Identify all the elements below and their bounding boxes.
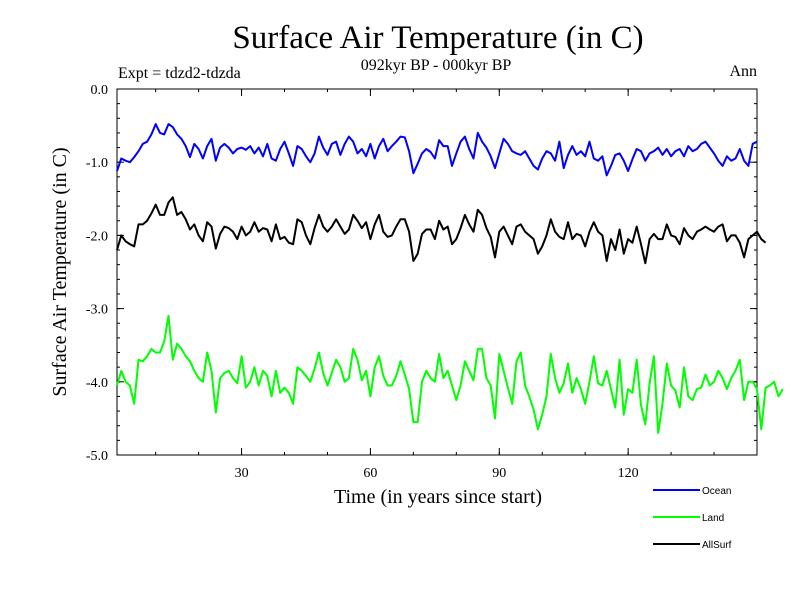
x-axis-label: Time (in years since start) — [334, 486, 542, 508]
legend-label-land: Land — [702, 513, 724, 524]
plot-area: 0.0 -1.0 -2.0 -3.0 -4.0 -5.0 30 60 90 120 — [86, 83, 784, 481]
season-label: Ann — [729, 63, 757, 80]
legend-label-allsurf: AllSurf — [702, 540, 732, 551]
y-tick-label: -3.0 — [86, 303, 108, 318]
series-line-land — [116, 314, 784, 434]
series-line-allsurf — [116, 196, 767, 265]
legend: Ocean Land AllSurf — [653, 486, 732, 551]
chart-title: Surface Air Temperature (in C) — [232, 20, 643, 56]
experiment-label: Expt = tdzd2-tdzda — [118, 65, 241, 82]
plot-frame — [116, 88, 758, 456]
y-tick-label: -2.0 — [86, 229, 108, 244]
y-axis-label: Surface Air Temperature (in C) — [49, 147, 71, 396]
x-tick-label: 120 — [618, 466, 639, 481]
chart-subtitle: 092kyr BP - 000kyr BP — [361, 57, 512, 74]
y-tick-label: 0.0 — [91, 83, 109, 98]
y-tick-label: -1.0 — [86, 156, 108, 171]
legend-label-ocean: Ocean — [702, 486, 731, 497]
x-tick-label: 90 — [492, 466, 506, 481]
y-tick-label: -4.0 — [86, 376, 108, 391]
series-line-ocean — [116, 123, 758, 177]
y-tick-label: -5.0 — [86, 449, 108, 464]
x-tick-label: 60 — [363, 466, 377, 481]
x-tick-label: 30 — [235, 466, 249, 481]
